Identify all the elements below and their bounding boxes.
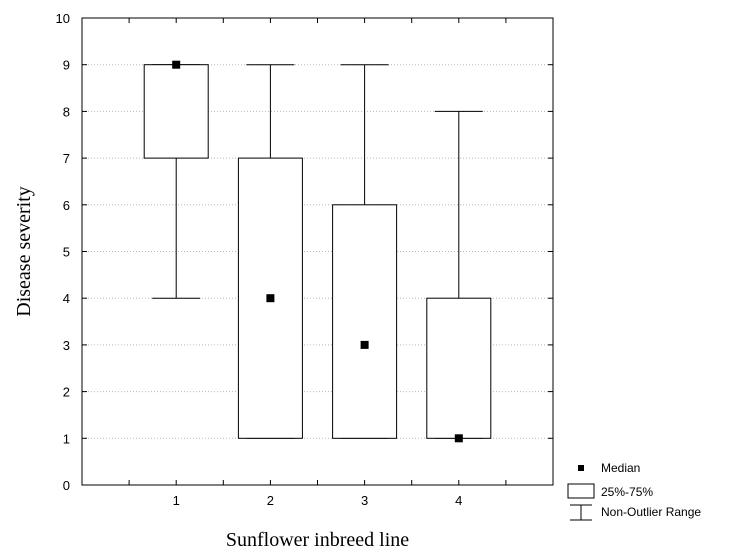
legend-box-marker <box>567 483 595 499</box>
median-marker <box>360 340 369 349</box>
x-tick-label: 3 <box>361 493 368 508</box>
legend-median-marker <box>578 465 584 471</box>
y-tick-label: 7 <box>63 151 70 166</box>
median-marker <box>454 434 463 443</box>
legend-range-marker <box>570 504 592 521</box>
iqr-box <box>332 204 398 439</box>
y-tick-label: 10 <box>56 11 70 26</box>
median-marker <box>266 294 275 303</box>
x-tick-label: 4 <box>455 493 462 508</box>
legend-median-label: Median <box>601 461 640 475</box>
y-tick-label: 5 <box>63 245 70 260</box>
y-tick-label: 3 <box>63 338 70 353</box>
y-tick-label: 0 <box>63 478 70 493</box>
iqr-box <box>426 297 492 439</box>
legend-box-label: 25%-75% <box>601 485 653 499</box>
x-tick-label: 1 <box>173 493 180 508</box>
median-marker <box>172 60 181 69</box>
iqr-box <box>143 64 209 159</box>
y-tick-label: 1 <box>63 431 70 446</box>
legend: Median 25%-75% Non-Outlier Range <box>567 461 701 521</box>
y-tick-label: 6 <box>63 198 70 213</box>
box-2 <box>237 64 303 439</box>
y-tick-label: 9 <box>63 58 70 73</box>
y-tick-label: 2 <box>63 385 70 400</box>
box-1 <box>143 60 209 299</box>
x-tick-label: 2 <box>267 493 274 508</box>
y-tick-label: 8 <box>63 104 70 119</box>
x-axis-title: Sunflower inbreed line <box>226 529 409 551</box>
axes-layer: 0 1 2 3 4 5 6 7 8 9 10 1 2 3 4 <box>56 11 553 508</box>
y-tick-label: 4 <box>63 291 70 306</box>
y-axis-title: Disease severity <box>13 186 35 317</box>
legend-range-label: Non-Outlier Range <box>601 505 701 519</box>
boxes-layer <box>143 60 492 443</box>
box-3 <box>332 64 398 439</box>
box-4 <box>426 110 492 443</box>
